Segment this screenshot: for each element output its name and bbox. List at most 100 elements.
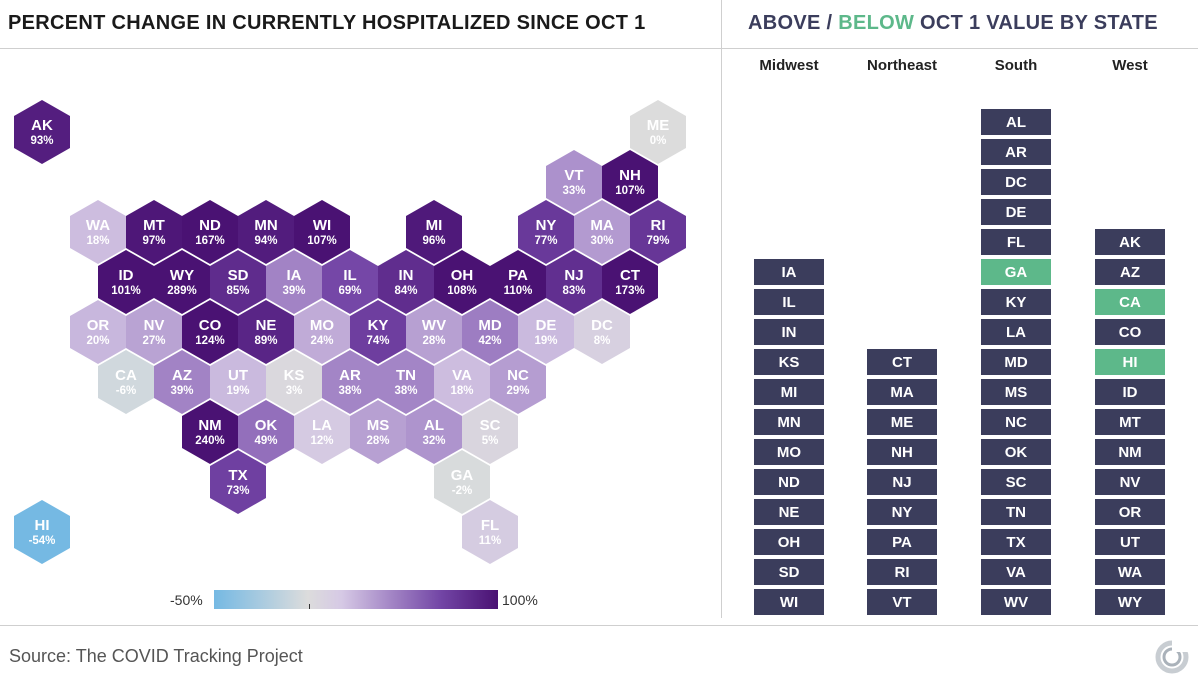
state-percent: 85% bbox=[226, 284, 250, 297]
state-hex-ar: AR 38% bbox=[322, 350, 378, 414]
state-abbr: CA bbox=[115, 366, 137, 384]
state-abbr: OH bbox=[450, 266, 474, 284]
state-percent: -54% bbox=[28, 534, 56, 547]
state-abbr: NY bbox=[535, 216, 557, 234]
region-cell-oh: OH bbox=[754, 529, 824, 555]
state-abbr: NE bbox=[255, 316, 277, 334]
region-cell-id: ID bbox=[1095, 379, 1165, 405]
region-cell-ut: UT bbox=[1095, 529, 1165, 555]
state-abbr: AK bbox=[31, 116, 53, 134]
region-cell-wa: WA bbox=[1095, 559, 1165, 585]
region-cell-ks: KS bbox=[754, 349, 824, 375]
state-percent: -6% bbox=[115, 384, 137, 397]
state-hex-ky: KY 74% bbox=[350, 300, 406, 364]
region-cell-ok: OK bbox=[981, 439, 1051, 465]
state-hex-ak: AK 93% bbox=[14, 100, 70, 164]
region-cell-wv: WV bbox=[981, 589, 1051, 615]
state-hex-nm: NM 240% bbox=[182, 400, 238, 464]
column-header-northeast: Northeast bbox=[866, 57, 937, 74]
state-hex-va: VA 18% bbox=[434, 350, 490, 414]
state-hex-nh: NH 107% bbox=[602, 150, 658, 214]
state-percent: 3% bbox=[285, 384, 303, 397]
state-abbr: GA bbox=[450, 466, 474, 484]
region-cell-mi: MI bbox=[754, 379, 824, 405]
column-header-south: South bbox=[994, 57, 1038, 74]
state-percent: 20% bbox=[86, 334, 110, 347]
region-cell-mt: MT bbox=[1095, 409, 1165, 435]
state-abbr: TX bbox=[228, 466, 248, 484]
region-cell-tx: TX bbox=[981, 529, 1051, 555]
state-percent: 18% bbox=[450, 384, 474, 397]
state-abbr: NH bbox=[619, 166, 641, 184]
region-cell-sd: SD bbox=[754, 559, 824, 585]
state-percent: 124% bbox=[195, 334, 225, 347]
state-hex-il: IL 69% bbox=[322, 250, 378, 314]
state-abbr: CO bbox=[198, 316, 222, 334]
region-cell-pa: PA bbox=[867, 529, 937, 555]
state-hex-oh: OH 108% bbox=[434, 250, 490, 314]
state-percent: 83% bbox=[562, 284, 586, 297]
state-hex-ks: KS 3% bbox=[266, 350, 322, 414]
state-percent: 84% bbox=[394, 284, 418, 297]
state-abbr: WV bbox=[421, 316, 447, 334]
state-percent: 94% bbox=[254, 234, 278, 247]
state-hex-la: LA 12% bbox=[294, 400, 350, 464]
state-abbr: AL bbox=[424, 416, 444, 434]
region-cell-va: VA bbox=[981, 559, 1051, 585]
state-hex-dc: DC 8% bbox=[574, 300, 630, 364]
region-cell-ri: RI bbox=[867, 559, 937, 585]
state-percent: 77% bbox=[534, 234, 558, 247]
column-header-midwest: Midwest bbox=[759, 57, 819, 74]
region-cell-md: MD bbox=[981, 349, 1051, 375]
state-percent: 49% bbox=[254, 434, 278, 447]
state-hex-vt: VT 33% bbox=[546, 150, 602, 214]
state-abbr: MO bbox=[309, 316, 335, 334]
state-hex-tx: TX 73% bbox=[210, 450, 266, 514]
state-abbr: OK bbox=[254, 416, 278, 434]
state-hex-nd: ND 167% bbox=[182, 200, 238, 264]
state-percent: 39% bbox=[170, 384, 194, 397]
region-cell-mo: MO bbox=[754, 439, 824, 465]
state-percent: 167% bbox=[195, 234, 225, 247]
state-abbr: ID bbox=[118, 266, 134, 284]
state-percent: 19% bbox=[534, 334, 558, 347]
state-percent: 93% bbox=[30, 134, 54, 147]
state-hex-ma: MA 30% bbox=[574, 200, 630, 264]
state-percent: 12% bbox=[310, 434, 334, 447]
state-percent: 69% bbox=[338, 284, 362, 297]
state-percent: 96% bbox=[422, 234, 446, 247]
state-abbr: VA bbox=[452, 366, 472, 384]
state-abbr: MD bbox=[478, 316, 502, 334]
state-percent: 89% bbox=[254, 334, 278, 347]
state-percent: 38% bbox=[338, 384, 362, 397]
state-abbr: WA bbox=[85, 216, 111, 234]
state-hex-nc: NC 29% bbox=[490, 350, 546, 414]
state-abbr: OR bbox=[86, 316, 110, 334]
region-cell-vt: VT bbox=[867, 589, 937, 615]
legend-max-label: 100% bbox=[502, 592, 538, 608]
state-percent: 107% bbox=[615, 184, 645, 197]
state-hex-mn: MN 94% bbox=[238, 200, 294, 264]
title-rest: OCT 1 VALUE BY STATE bbox=[914, 12, 1158, 34]
state-percent: 110% bbox=[503, 284, 533, 297]
region-cell-il: IL bbox=[754, 289, 824, 315]
state-hex-nv: NV 27% bbox=[126, 300, 182, 364]
region-cell-nc: NC bbox=[981, 409, 1051, 435]
region-cell-hi: HI bbox=[1095, 349, 1165, 375]
state-abbr: DE bbox=[535, 316, 557, 334]
state-abbr: WI bbox=[312, 216, 332, 234]
state-hex-ne: NE 89% bbox=[238, 300, 294, 364]
top-divider bbox=[0, 48, 1198, 49]
state-abbr: IA bbox=[286, 266, 302, 284]
panel-title: ABOVE / BELOW OCT 1 VALUE BY STATE bbox=[748, 12, 1158, 35]
region-cell-co: CO bbox=[1095, 319, 1165, 345]
region-cell-de: DE bbox=[981, 199, 1051, 225]
region-cell-ar: AR bbox=[981, 139, 1051, 165]
region-cell-ny: NY bbox=[867, 499, 937, 525]
region-cell-wi: WI bbox=[754, 589, 824, 615]
state-abbr: IL bbox=[343, 266, 357, 284]
map-title: PERCENT CHANGE IN CURRENTLY HOSPITALIZED… bbox=[8, 12, 646, 34]
state-percent: 5% bbox=[481, 434, 499, 447]
state-percent: 108% bbox=[447, 284, 477, 297]
state-abbr: MT bbox=[143, 216, 165, 234]
